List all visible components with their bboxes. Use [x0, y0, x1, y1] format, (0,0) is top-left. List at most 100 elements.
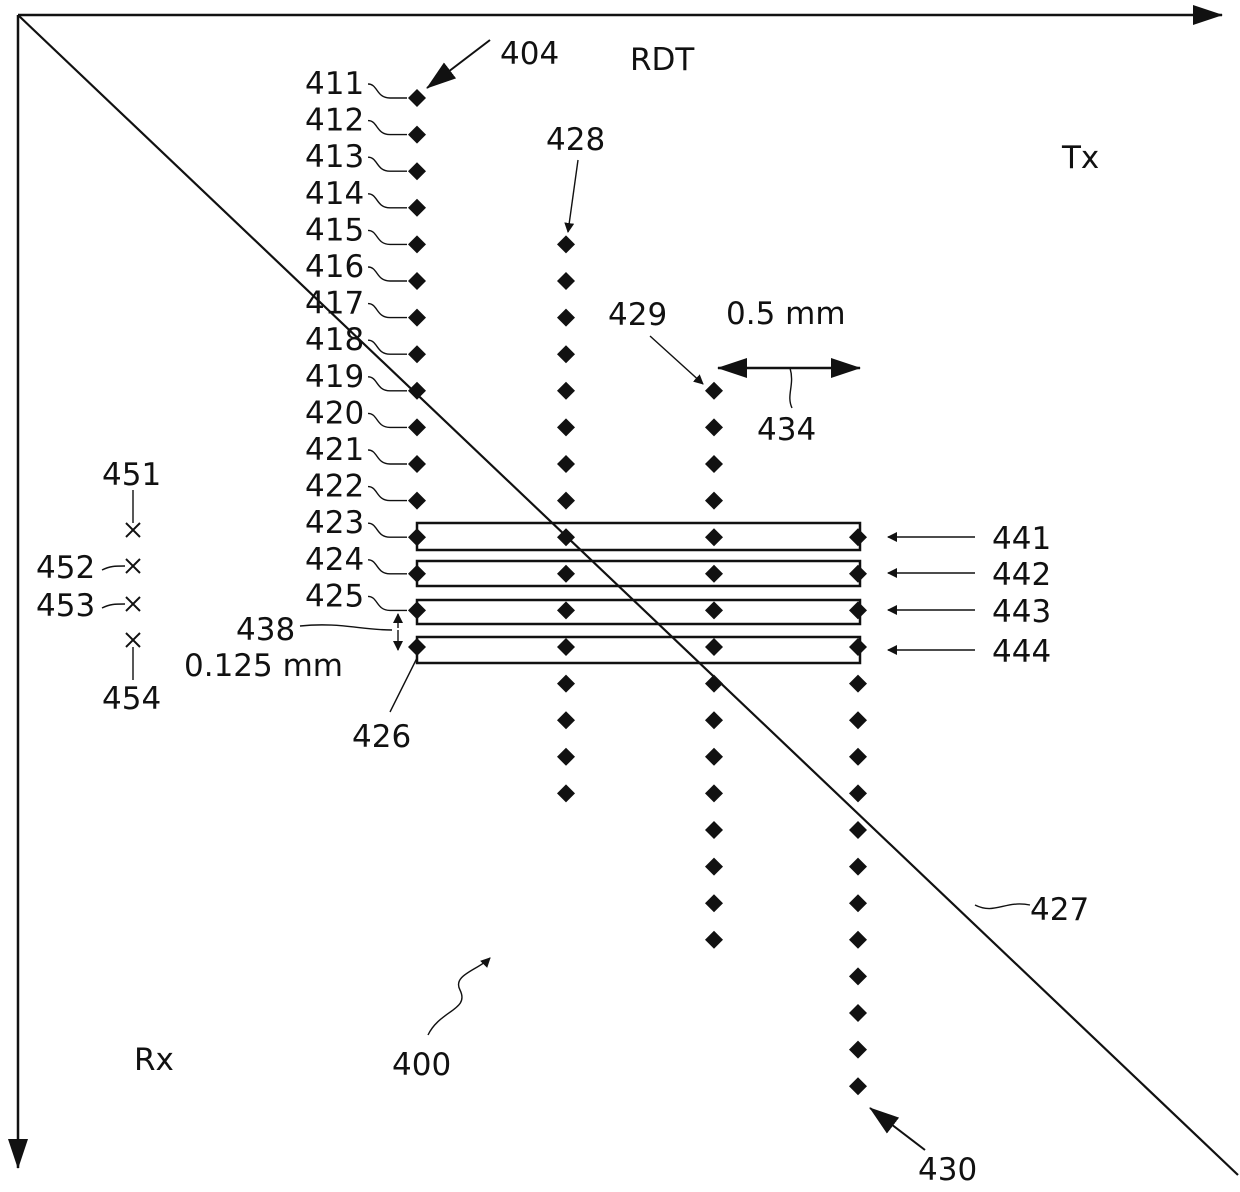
- leader-424: [368, 560, 407, 574]
- sensor-point-col3: [705, 418, 723, 436]
- sensor-point-col2: [557, 711, 575, 729]
- leader-422: [368, 487, 407, 501]
- ref-414: 414: [305, 176, 364, 212]
- sensor-point-col3: [705, 894, 723, 912]
- cross-mark-453: [126, 597, 140, 611]
- sensor-point-col4: [849, 675, 867, 693]
- leader-423: [368, 523, 407, 537]
- sensor-point-col1: [408, 199, 426, 217]
- diagonal-line-427: [18, 15, 1238, 1175]
- ref-434: 434: [757, 412, 816, 448]
- leader-452: [102, 566, 125, 570]
- sensor-point-col4: [849, 931, 867, 949]
- sensor-point-col2: [557, 418, 575, 436]
- ref-438: 438: [236, 612, 295, 648]
- label-rx: Rx: [134, 1042, 174, 1078]
- sensor-point-col1: [408, 272, 426, 290]
- arrow-429: [650, 336, 703, 384]
- sensor-point-col4: [849, 748, 867, 766]
- leader-417: [368, 304, 407, 318]
- ref-430: 430: [918, 1152, 977, 1188]
- ref-452: 452: [36, 550, 95, 586]
- sensor-point-col3: [705, 455, 723, 473]
- ref-415: 415: [305, 212, 364, 248]
- sensor-point-col1: [408, 345, 426, 363]
- sensor-point-col2: [557, 455, 575, 473]
- sensor-point-col4: [849, 1004, 867, 1022]
- dim-row-spacing: 0.125 mm: [184, 648, 343, 684]
- sensor-point-col1: [408, 565, 426, 583]
- sensor-point-col3: [705, 601, 723, 619]
- arrow-404: [427, 40, 490, 88]
- ref-423: 423: [305, 505, 364, 541]
- ref-443: 443: [992, 594, 1051, 630]
- ref-421: 421: [305, 432, 364, 468]
- leader-413: [368, 157, 407, 171]
- ref-428: 428: [546, 122, 605, 158]
- sensor-point-col1: [408, 162, 426, 180]
- leader-426: [390, 658, 417, 712]
- sensor-point-col4: [849, 967, 867, 985]
- sensor-point-col4: [849, 784, 867, 802]
- leader-453: [102, 604, 125, 608]
- leader-427: [975, 904, 1030, 909]
- sensor-point-col1: [408, 528, 426, 546]
- ref-420: 420: [305, 395, 364, 431]
- ref-413: 413: [305, 139, 364, 175]
- ref-424: 424: [305, 542, 364, 578]
- cross-mark-452: [126, 559, 140, 573]
- ref-400: 400: [392, 1047, 451, 1083]
- sensor-point-col3: [705, 382, 723, 400]
- leader-425: [368, 596, 407, 610]
- electrode-band-444: [417, 637, 860, 663]
- sensor-point-col1: [408, 235, 426, 253]
- ref-426: 426: [352, 719, 411, 755]
- ref-429: 429: [608, 297, 667, 333]
- ref-451: 451: [102, 457, 161, 493]
- sensor-point-col3: [705, 858, 723, 876]
- sensor-point-col4: [849, 1077, 867, 1095]
- sensor-point-col4: [849, 601, 867, 619]
- ref-425: 425: [305, 578, 364, 614]
- sensor-point-col3: [705, 931, 723, 949]
- ref-454: 454: [102, 681, 161, 717]
- sensor-point-col1: [408, 492, 426, 510]
- ref-411: 411: [305, 66, 364, 102]
- sensor-point-col3: [705, 711, 723, 729]
- electrode-band-442: [417, 561, 860, 586]
- leader-412: [368, 121, 407, 135]
- sensor-point-col2: [557, 309, 575, 327]
- sensor-point-col2: [557, 675, 575, 693]
- sensor-point-col4: [849, 821, 867, 839]
- electrode-band-441: [417, 523, 860, 550]
- sensor-point-col2: [557, 272, 575, 290]
- ref-404: 404: [500, 36, 559, 72]
- cross-mark-451: [126, 523, 140, 537]
- sensor-point-col3: [705, 638, 723, 656]
- cross-mark-454: [126, 633, 140, 647]
- arrow-430: [870, 1108, 925, 1150]
- leader-434: [790, 368, 792, 408]
- leader-414: [368, 194, 407, 208]
- label-rdt: RDT: [630, 42, 695, 78]
- ref-441: 441: [992, 521, 1051, 557]
- diagram-canvas: RDT Tx Rx 404 428 429 0.5 mm 434 438 0.1…: [0, 0, 1240, 1192]
- arrow-428: [568, 160, 578, 232]
- leader-411: [368, 84, 407, 98]
- patent-figure-400: RDT Tx Rx 404 428 429 0.5 mm 434 438 0.1…: [0, 0, 1240, 1192]
- sensor-point-col3: [705, 492, 723, 510]
- sensor-point-col2: [557, 492, 575, 510]
- sensor-point-col1: [408, 309, 426, 327]
- leader-438: [300, 625, 392, 630]
- leader-420: [368, 413, 407, 427]
- ref-453: 453: [36, 588, 95, 624]
- leader-415: [368, 230, 407, 244]
- sensor-point-col2: [557, 235, 575, 253]
- sensor-point-col4: [849, 528, 867, 546]
- sensor-point-col2: [557, 345, 575, 363]
- ref-442: 442: [992, 557, 1051, 593]
- ref-412: 412: [305, 103, 364, 139]
- sensor-point-col1: [408, 638, 426, 656]
- sensor-point-col1: [408, 126, 426, 144]
- sensor-point-col1: [408, 601, 426, 619]
